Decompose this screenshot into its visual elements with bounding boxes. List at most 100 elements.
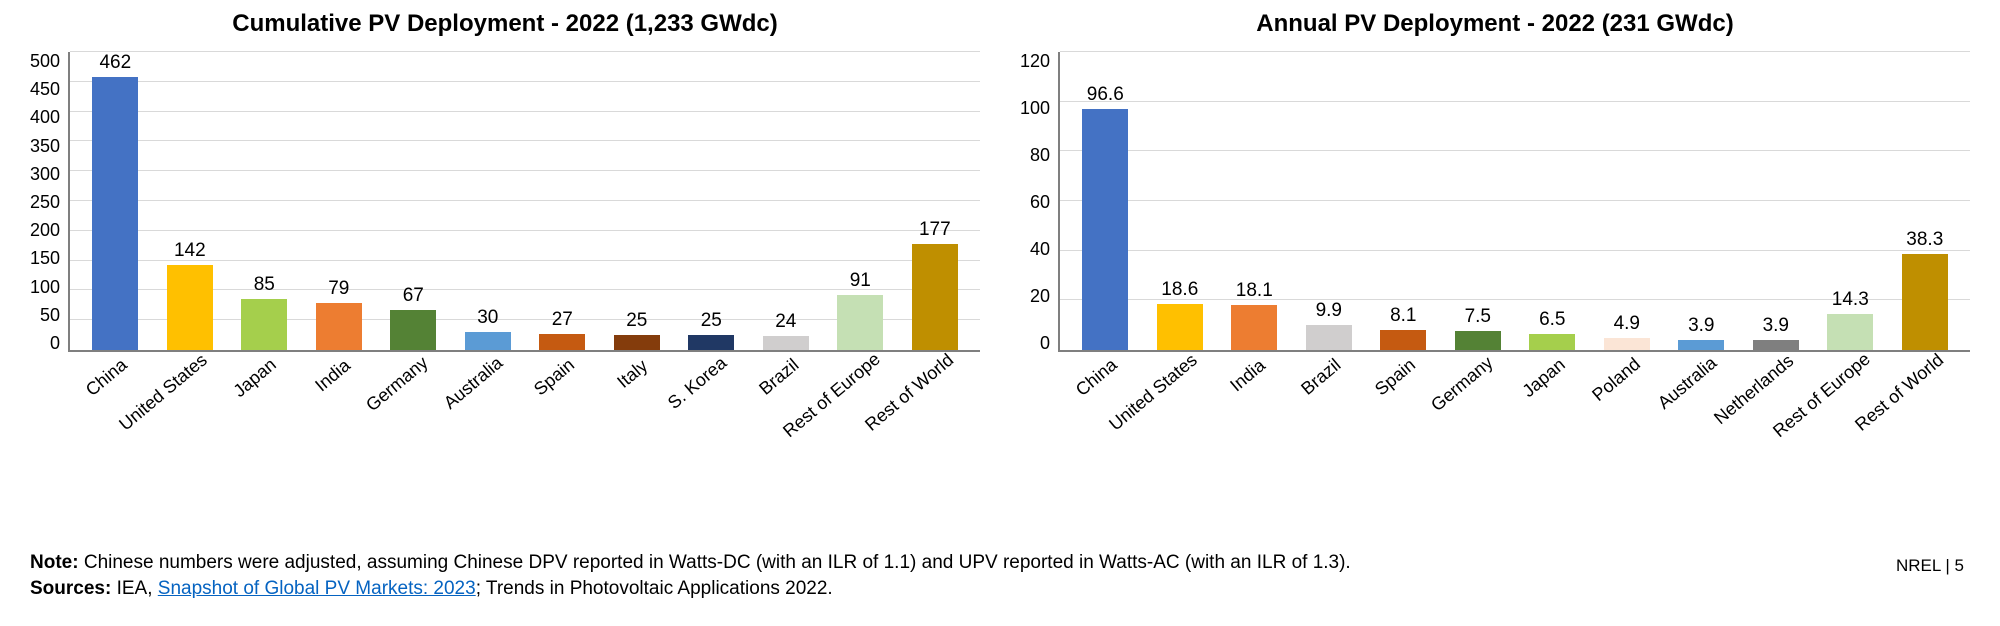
annual-y-tick: 20 bbox=[1030, 287, 1050, 305]
annual-x-labels: ChinaUnited StatesIndiaBrazilSpainGerman… bbox=[1058, 352, 1970, 452]
annual-x-label-slot: United States bbox=[1141, 352, 1216, 452]
annual-bar-slot: 9.9 bbox=[1292, 52, 1367, 350]
cumulative-bar bbox=[912, 244, 958, 350]
cumulative-plot-wrap: 5004504003503002502001501005004621428579… bbox=[30, 52, 980, 352]
note-label: Note: bbox=[30, 552, 79, 573]
annual-bar-value: 96.6 bbox=[1087, 84, 1124, 106]
annual-y-tick: 0 bbox=[1040, 334, 1050, 352]
annual-x-spacer bbox=[1020, 352, 1058, 452]
cumulative-bar-slot: 142 bbox=[153, 52, 228, 350]
cumulative-bar-slot: 91 bbox=[823, 52, 898, 350]
cumulative-bar-value: 27 bbox=[552, 309, 573, 331]
annual-bar-slot: 18.6 bbox=[1143, 52, 1218, 350]
annual-bar bbox=[1231, 305, 1277, 350]
chart-annual: Annual PV Deployment - 2022 (231 GWdc) 1… bbox=[1020, 10, 1970, 452]
cumulative-x-spacer bbox=[30, 352, 68, 452]
cumulative-bar-value: 30 bbox=[477, 307, 498, 329]
cumulative-x-axis-wrap: ChinaUnited StatesJapanIndiaGermanyAustr… bbox=[30, 352, 980, 452]
cumulative-bar-slot: 67 bbox=[376, 52, 451, 350]
annual-x-label: Spain bbox=[1371, 354, 1420, 400]
sources-pre: IEA, bbox=[111, 578, 157, 599]
annual-x-label-slot: Poland bbox=[1589, 352, 1664, 452]
cumulative-y-tick: 250 bbox=[30, 193, 60, 211]
cumulative-bar-value: 25 bbox=[626, 310, 647, 332]
cumulative-y-tick: 500 bbox=[30, 52, 60, 70]
annual-bar bbox=[1902, 254, 1948, 350]
cumulative-x-label-slot: Germany bbox=[375, 352, 450, 452]
cumulative-x-label-slot: Japan bbox=[225, 352, 300, 452]
annual-bar bbox=[1529, 334, 1575, 350]
cumulative-x-label-slot: Italy bbox=[599, 352, 674, 452]
cumulative-bar-value: 85 bbox=[254, 274, 275, 296]
cumulative-bar-value: 24 bbox=[775, 311, 796, 333]
cumulative-bar bbox=[688, 335, 734, 350]
cumulative-bar-slot: 30 bbox=[451, 52, 526, 350]
annual-bar bbox=[1157, 304, 1203, 351]
annual-bar-value: 18.1 bbox=[1236, 280, 1273, 302]
cumulative-y-tick: 150 bbox=[30, 249, 60, 267]
annual-y-tick: 40 bbox=[1030, 240, 1050, 258]
cumulative-y-axis: 500450400350300250200150100500 bbox=[30, 52, 68, 352]
cumulative-bar bbox=[92, 77, 138, 350]
cumulative-bar-value: 91 bbox=[850, 270, 871, 292]
cumulative-bar bbox=[465, 332, 511, 350]
cumulative-bar-slot: 25 bbox=[674, 52, 749, 350]
footer-note: Note: Chinese numbers were adjusted, ass… bbox=[30, 552, 1970, 574]
annual-bar bbox=[1306, 325, 1352, 350]
cumulative-bar-value: 79 bbox=[328, 278, 349, 300]
cumulative-x-label-slot: Rest of World bbox=[897, 352, 972, 452]
page-tag: NREL | 5 bbox=[1896, 556, 1964, 576]
annual-x-label: Brazil bbox=[1297, 355, 1345, 400]
cumulative-x-label-slot: Australia bbox=[449, 352, 524, 452]
cumulative-bar-value: 177 bbox=[919, 219, 951, 241]
annual-y-axis: 120100806040200 bbox=[1020, 52, 1058, 352]
annual-x-label: China bbox=[1072, 354, 1122, 400]
annual-x-label-slot: Brazil bbox=[1290, 352, 1365, 452]
annual-bar bbox=[1678, 340, 1724, 350]
annual-bar bbox=[1753, 340, 1799, 350]
cumulative-x-label: Italy bbox=[614, 355, 653, 392]
cumulative-plot: 462 142 85 79 67 30 27 25 25 24 91 177 bbox=[68, 52, 980, 352]
cumulative-bar-value: 142 bbox=[174, 240, 206, 262]
cumulative-bar-slot: 462 bbox=[78, 52, 153, 350]
cumulative-x-label: Japan bbox=[230, 354, 281, 402]
annual-bar-slot: 8.1 bbox=[1366, 52, 1441, 350]
sources-post: ; Trends in Photovoltaic Applications 20… bbox=[476, 578, 833, 599]
annual-x-axis-wrap: ChinaUnited StatesIndiaBrazilSpainGerman… bbox=[1020, 352, 1970, 452]
cumulative-bar-value: 25 bbox=[701, 310, 722, 332]
cumulative-bar bbox=[539, 334, 585, 350]
annual-bar-slot: 3.9 bbox=[1664, 52, 1739, 350]
annual-x-label-slot: Germany bbox=[1439, 352, 1514, 452]
annual-bar-slot: 4.9 bbox=[1590, 52, 1665, 350]
annual-bar-slot: 38.3 bbox=[1888, 52, 1963, 350]
annual-x-label: Japan bbox=[1518, 354, 1569, 402]
cumulative-bar bbox=[167, 265, 213, 350]
cumulative-x-label-slot: Spain bbox=[524, 352, 599, 452]
annual-bar-value: 9.9 bbox=[1316, 300, 1342, 322]
annual-x-label: Poland bbox=[1588, 354, 1644, 406]
annual-y-tick: 100 bbox=[1020, 99, 1050, 117]
footer: Note: Chinese numbers were adjusted, ass… bbox=[30, 552, 1970, 604]
cumulative-bar bbox=[390, 310, 436, 350]
annual-bar-value: 3.9 bbox=[1763, 315, 1789, 337]
annual-y-tick: 80 bbox=[1030, 146, 1050, 164]
annual-bar-slot: 18.1 bbox=[1217, 52, 1292, 350]
cumulative-bar-slot: 79 bbox=[302, 52, 377, 350]
sources-link[interactable]: Snapshot of Global PV Markets: 2023 bbox=[158, 578, 476, 599]
charts-row: Cumulative PV Deployment - 2022 (1,233 G… bbox=[30, 10, 1970, 452]
cumulative-bar-value: 462 bbox=[99, 52, 131, 74]
cumulative-bar-value: 67 bbox=[403, 285, 424, 307]
cumulative-bar-slot: 27 bbox=[525, 52, 600, 350]
chart-title-left: Cumulative PV Deployment - 2022 (1,233 G… bbox=[30, 10, 980, 38]
cumulative-y-tick: 0 bbox=[50, 334, 60, 352]
cumulative-x-labels: ChinaUnited StatesJapanIndiaGermanyAustr… bbox=[68, 352, 980, 452]
cumulative-bars: 462 142 85 79 67 30 27 25 25 24 91 177 bbox=[70, 52, 980, 350]
annual-x-label: Australia bbox=[1653, 353, 1720, 414]
annual-bar-slot: 7.5 bbox=[1441, 52, 1516, 350]
cumulative-x-label-slot: S. Korea bbox=[673, 352, 748, 452]
annual-bar-slot: 14.3 bbox=[1813, 52, 1888, 350]
cumulative-x-label-slot: United States bbox=[151, 352, 226, 452]
annual-bar-slot: 96.6 bbox=[1068, 52, 1143, 350]
chart-title-right: Annual PV Deployment - 2022 (231 GWdc) bbox=[1020, 10, 1970, 38]
chart-cumulative: Cumulative PV Deployment - 2022 (1,233 G… bbox=[30, 10, 980, 452]
